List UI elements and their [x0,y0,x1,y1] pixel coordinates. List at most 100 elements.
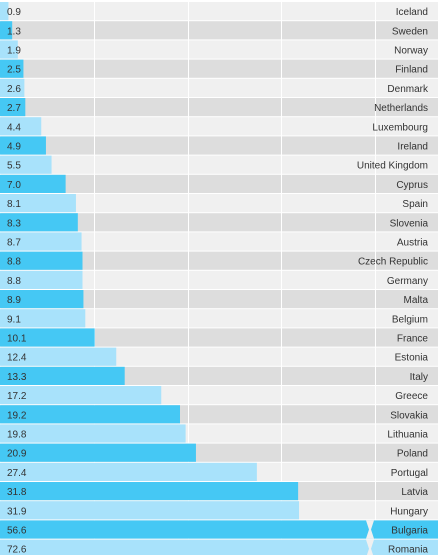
category-label: Poland [397,449,428,460]
bar [0,213,78,232]
bar [0,443,196,462]
value-label: 4.4 [7,122,21,133]
value-label: 0.9 [7,7,21,18]
bar [0,232,82,251]
category-label: Lithuania [387,430,428,441]
value-label: 10.1 [7,334,27,345]
bar [0,136,46,155]
value-label: 2.5 [7,65,21,76]
bar [0,482,299,501]
value-label: 31.8 [7,487,27,498]
value-label: 1.3 [7,26,21,37]
value-label: 19.2 [7,410,27,421]
category-label: Belgium [392,314,428,325]
bar [0,366,125,385]
bar [0,290,84,309]
row-background [0,194,438,213]
category-label: Portugal [391,468,428,479]
row-background [0,21,438,40]
row-background [0,174,438,193]
value-label: 2.6 [7,84,21,95]
row-background [0,98,438,117]
bar [0,98,26,117]
value-label: 8.3 [7,218,21,229]
value-label: 8.8 [7,257,21,268]
bar [0,155,52,174]
category-label: Slovakia [390,410,428,421]
bar [0,78,25,97]
category-label: Norway [394,46,428,57]
row-background [0,270,438,289]
row-background [0,59,438,78]
bar [0,405,180,424]
bar [0,194,76,213]
category-label: Hungary [390,506,428,517]
value-label: 19.8 [7,430,27,441]
value-label: 9.1 [7,314,21,325]
category-label: Estonia [395,353,429,364]
value-label: 20.9 [7,449,27,460]
value-label: 5.5 [7,161,21,172]
row-background [0,40,438,59]
bar [0,424,186,443]
value-label: 13.3 [7,372,27,383]
category-label: Luxembourg [372,122,428,133]
value-label: 72.6 [7,545,27,555]
bar [0,2,9,21]
category-label: Greece [395,391,428,402]
category-label: Spain [402,199,428,210]
value-label: 2.7 [7,103,21,114]
bar [0,251,83,270]
category-label: Iceland [396,7,428,18]
category-label: Ireland [397,142,428,153]
value-label: 27.4 [7,468,27,479]
category-label: Malta [404,295,429,306]
bar [0,59,24,78]
row-background [0,251,438,270]
value-label: 8.1 [7,199,21,210]
value-label: 31.9 [7,506,27,517]
category-label: United Kingdom [357,161,428,172]
category-label: Austria [397,238,429,249]
bar [0,40,18,59]
bar [0,117,42,136]
bar [0,501,300,520]
bar [0,539,438,555]
value-label: 12.4 [7,353,27,364]
value-label: 8.8 [7,276,21,287]
category-label: Czech Republic [358,257,428,268]
bar [0,270,83,289]
bar [0,347,117,366]
category-label: Finland [395,65,428,76]
category-label: Bulgaria [391,526,428,537]
category-label: Italy [410,372,428,383]
category-label: Latvia [401,487,428,498]
bar [0,386,162,405]
row-background [0,290,438,309]
row-background [0,78,438,97]
value-label: 8.7 [7,238,21,249]
row-background [0,328,438,347]
axis-break-mark [366,539,374,555]
value-label: 17.2 [7,391,27,402]
bar [0,520,438,539]
category-label: France [397,334,429,345]
category-label: Slovenia [390,218,429,229]
row-background [0,117,438,136]
bar [0,174,66,193]
value-label: 56.6 [7,526,27,537]
category-label: Germany [387,276,428,287]
category-label: Netherlands [374,103,428,114]
row-background [0,232,438,251]
category-label: Sweden [392,26,428,37]
row-background [0,155,438,174]
value-label: 7.0 [7,180,21,191]
row-background [0,213,438,232]
value-label: 1.9 [7,46,21,57]
row-background [0,2,438,21]
bar [0,21,13,40]
row-background [0,309,438,328]
bar [0,462,257,481]
